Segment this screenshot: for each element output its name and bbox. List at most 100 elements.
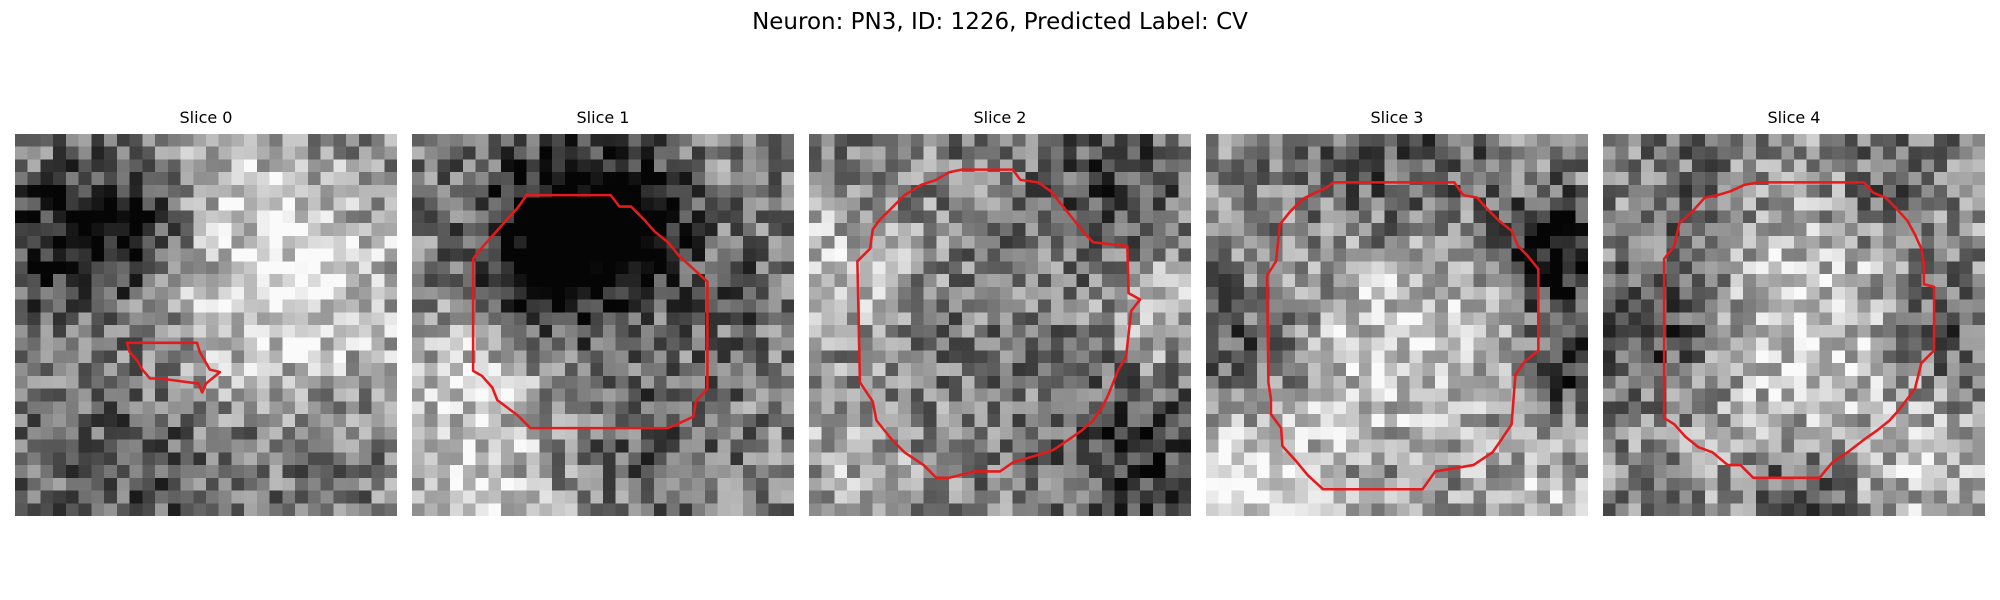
pixel [552, 350, 566, 364]
pixel [1832, 299, 1846, 313]
pixel [768, 299, 782, 313]
pixel [475, 274, 489, 288]
pixel [1679, 184, 1693, 198]
pixel [1295, 350, 1309, 364]
pixel [450, 477, 464, 491]
pixel [1050, 261, 1064, 275]
pixel [501, 184, 515, 198]
pixel [1883, 184, 1897, 198]
pixel [1549, 452, 1563, 466]
pixel [936, 477, 950, 491]
pixel [847, 184, 861, 198]
pixel [821, 490, 835, 504]
pixel [1063, 172, 1077, 186]
pixel [1127, 146, 1141, 160]
slice-image-3 [1206, 134, 1588, 516]
pixel [1615, 197, 1629, 211]
pixel [1050, 490, 1064, 504]
pixel [1768, 312, 1782, 326]
pixel [552, 210, 566, 224]
pixel [1000, 312, 1013, 326]
pixel [1870, 159, 1884, 173]
pixel [1692, 184, 1706, 198]
pixel [603, 337, 616, 351]
pixel [781, 325, 794, 338]
pixel [295, 477, 309, 491]
pixel [1959, 172, 1973, 186]
pixel [898, 363, 912, 377]
pixel [1870, 477, 1884, 491]
pixel [104, 375, 118, 389]
pixel [898, 325, 912, 338]
pixel [488, 261, 502, 275]
pixel [1333, 146, 1347, 160]
pixel [781, 490, 794, 504]
pixel [910, 299, 924, 313]
pixel [231, 248, 245, 262]
pixel [129, 375, 143, 389]
pixel [1549, 197, 1563, 211]
pixel [180, 337, 194, 351]
pixel [987, 172, 1001, 186]
pixel [1358, 248, 1372, 262]
pixel [1486, 401, 1500, 415]
pixel [1231, 184, 1245, 198]
pixel [1127, 503, 1141, 516]
pixel [256, 312, 270, 326]
pixel [1806, 375, 1820, 389]
pixel [1603, 184, 1616, 198]
pixel [53, 439, 67, 453]
pixel [1038, 426, 1052, 440]
pixel [1832, 248, 1846, 262]
pixel [1295, 388, 1309, 402]
pixel [1895, 363, 1909, 377]
pixel [180, 503, 194, 516]
slice-title-1: Slice 1 [576, 108, 630, 127]
pixel [717, 223, 731, 237]
pixel [15, 490, 28, 504]
pixel [269, 465, 283, 479]
pixel [526, 375, 540, 389]
pixel [859, 414, 873, 428]
pixel [1307, 388, 1321, 402]
pixel [1857, 184, 1871, 198]
pixel [1025, 350, 1039, 364]
pixel [809, 426, 822, 440]
pixel [603, 286, 616, 300]
pixel [1486, 172, 1500, 186]
pixel [1857, 325, 1871, 338]
pixel [1628, 248, 1642, 262]
pixel [1101, 197, 1115, 211]
pixel [1307, 146, 1321, 160]
pixel [1358, 388, 1372, 402]
pixel [755, 134, 769, 147]
pixel [1038, 223, 1052, 237]
pixel [768, 146, 782, 160]
pixel [358, 248, 372, 262]
pixel [269, 477, 283, 491]
pixel [218, 477, 232, 491]
pixel [526, 261, 540, 275]
pixel [1946, 223, 1960, 237]
slice-title-0: Slice 0 [179, 108, 233, 127]
pixel [936, 401, 950, 415]
pixel [615, 426, 629, 440]
pixel [1537, 261, 1551, 275]
pixel [1972, 439, 1985, 453]
pixel [743, 197, 757, 211]
pixel [1524, 184, 1538, 198]
pixel [155, 452, 169, 466]
pixel [755, 401, 769, 415]
pixel [834, 452, 848, 466]
pixel [142, 235, 156, 249]
pixel [412, 312, 425, 326]
pixel [717, 210, 731, 224]
pixel [781, 184, 794, 198]
pixel [692, 184, 706, 198]
pixel [1127, 337, 1141, 351]
pixel [1575, 172, 1588, 186]
pixel [1000, 274, 1013, 288]
pixel [1717, 286, 1731, 300]
pixel [450, 465, 464, 479]
pixel [1165, 375, 1179, 389]
